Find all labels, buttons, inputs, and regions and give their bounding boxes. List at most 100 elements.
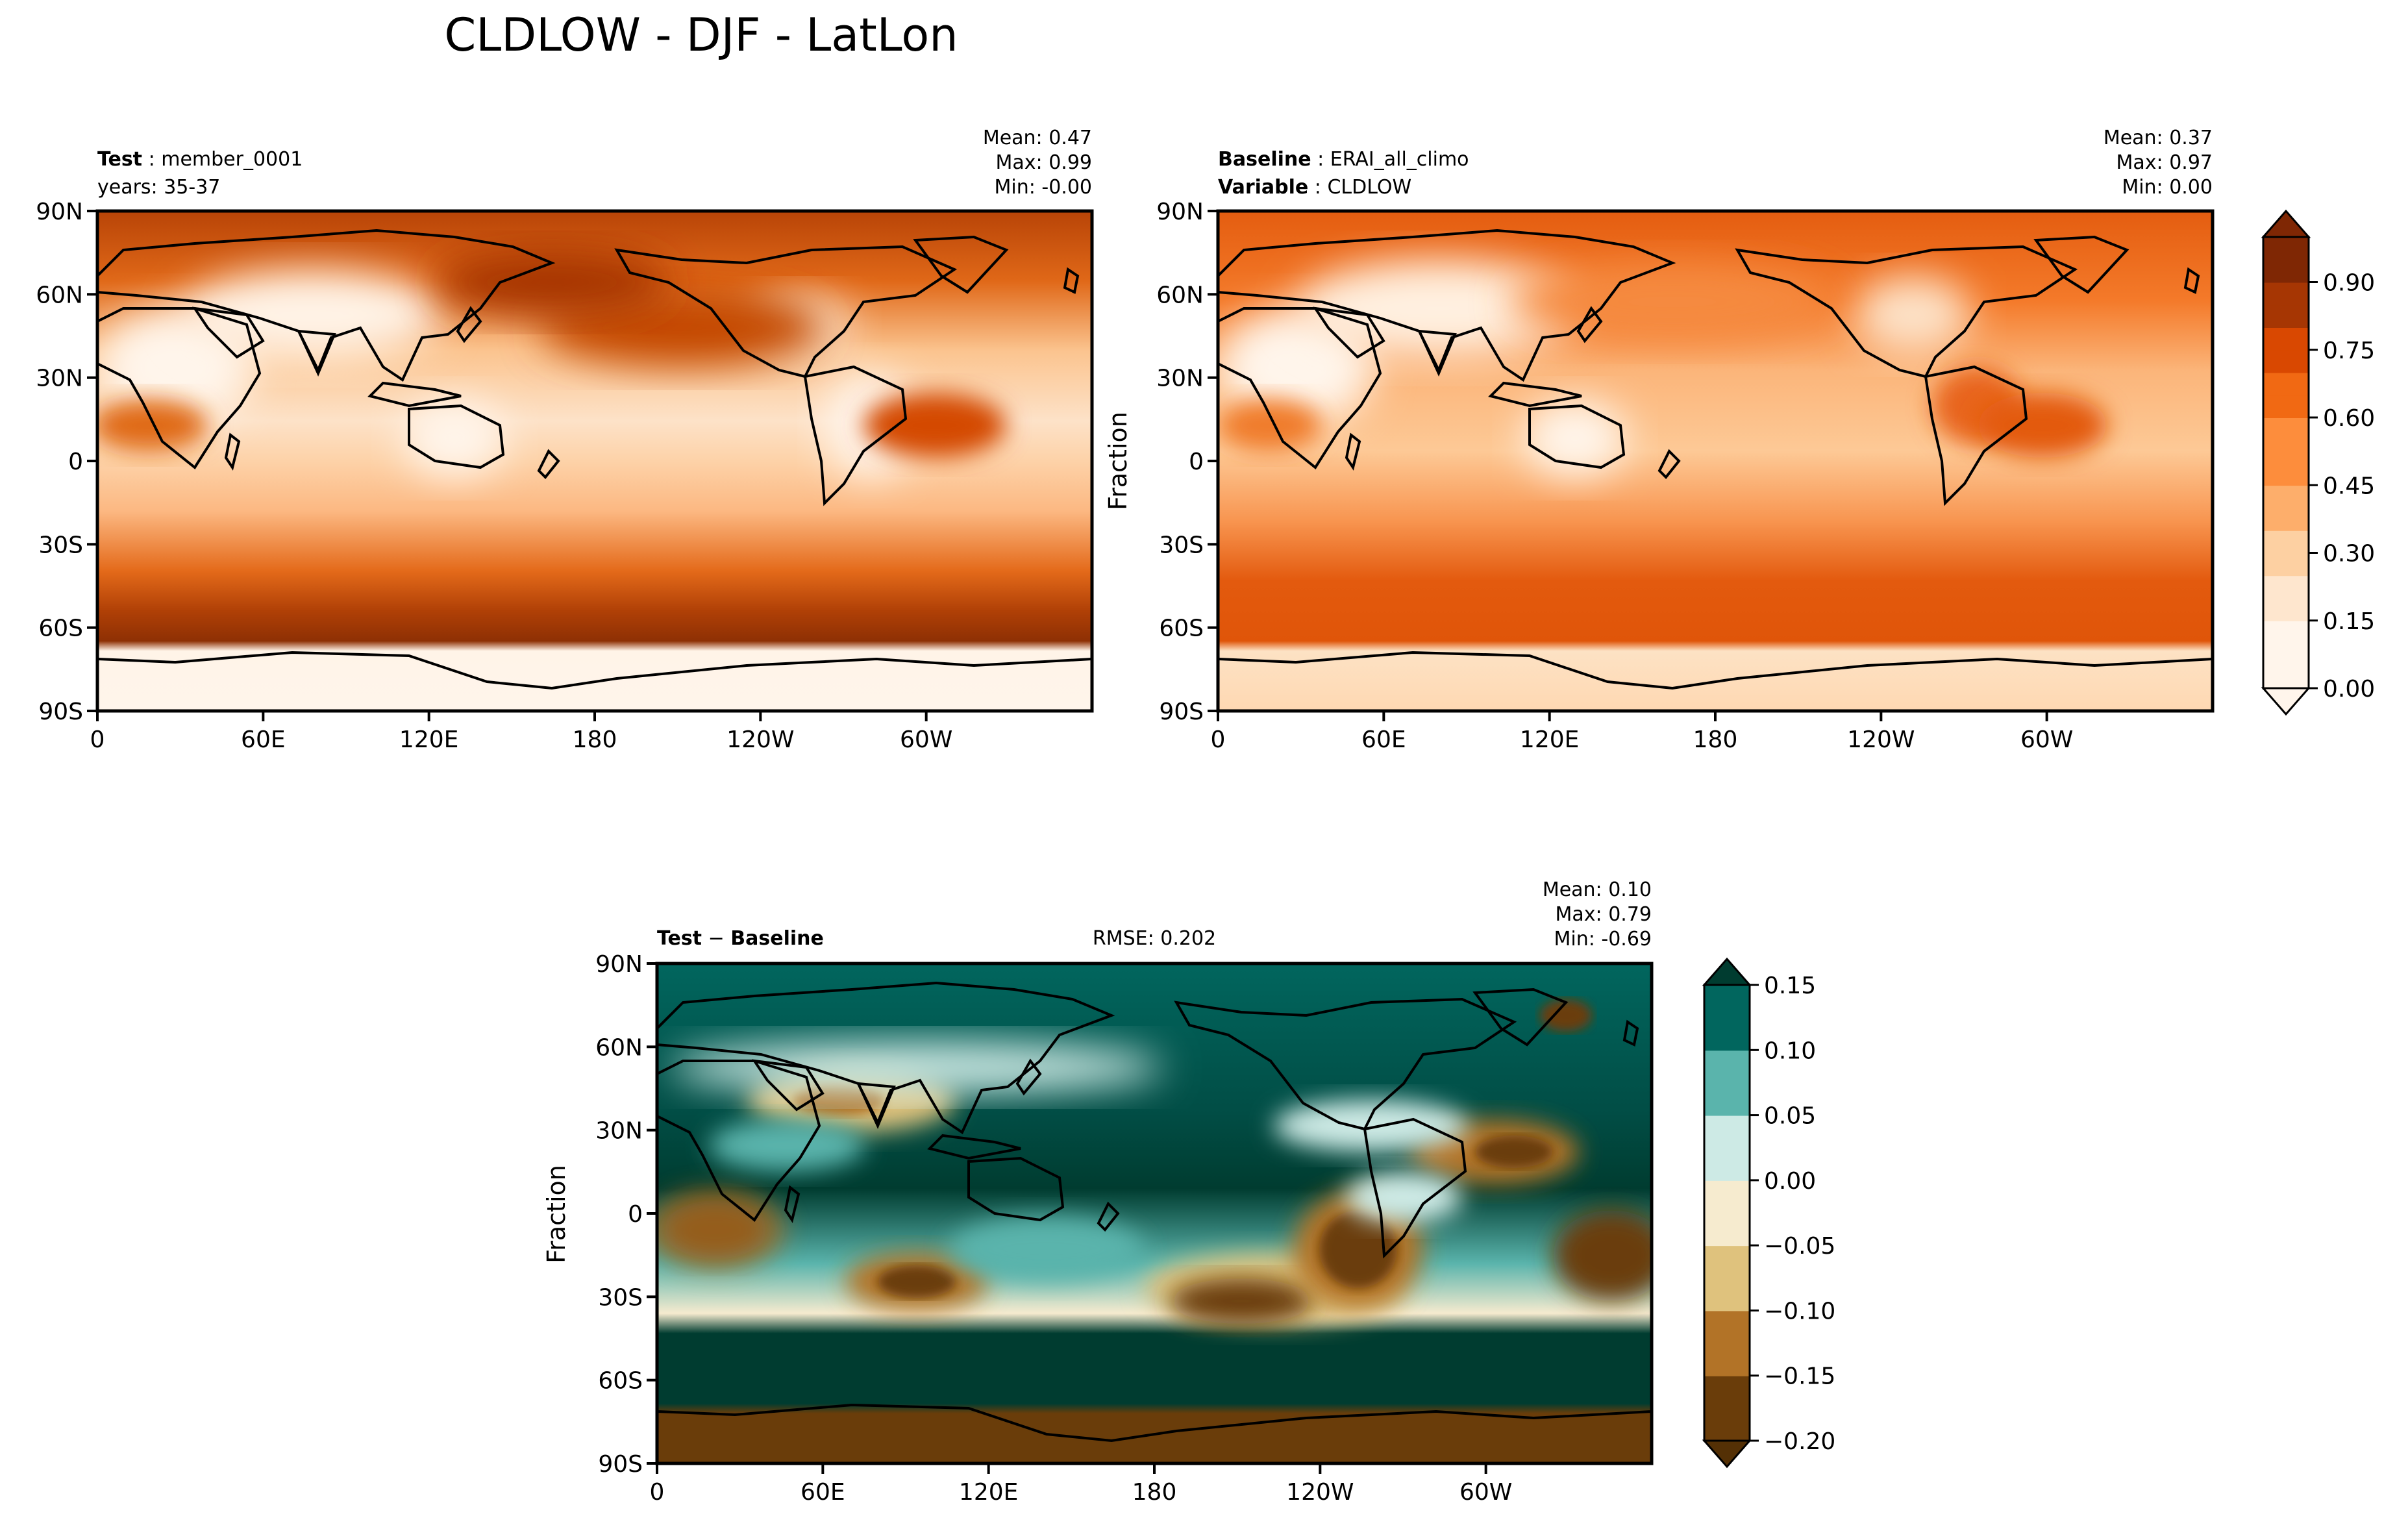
test-years: years: 35-37 <box>97 176 220 199</box>
main-colorbar-tick-label: 0.30 <box>2323 541 2375 567</box>
diff-field <box>657 963 1652 1463</box>
diff-colorbar: −0.20 −0.15 −0.10 −0.05 0.00 0.05 0.10 0.15 <box>1702 957 1835 1469</box>
baseline-lat-tick-label: 30N <box>1156 366 1204 392</box>
main-colorbar-tick-label: 0.00 <box>2323 676 2375 702</box>
main-colorbar-tick-label: 0.60 <box>2323 405 2375 432</box>
diff-max: Max: 0.79 <box>1556 903 1652 926</box>
baseline-lon-tick-label: 60W <box>2020 727 2073 753</box>
test-lat-tick-label: 60S <box>38 615 83 642</box>
test-label: Test : member_0001 <box>97 148 303 171</box>
baseline-ylabel: Fraction <box>1104 412 1132 510</box>
main-colorbar-swatch <box>2263 259 2309 283</box>
diff-colorbar-tick-label: 0.15 <box>1764 973 1816 999</box>
diff-colorbar-tick-label: −0.05 <box>1764 1233 1835 1260</box>
diff-lon-tick-label: 180 <box>1132 1479 1177 1506</box>
diff-lat-ticks: 90N 60N 30N 0 30S 60S 90S <box>595 951 657 1478</box>
test-lat-tick-label: 60N <box>36 282 83 308</box>
diff-lon-tick-label: 60E <box>801 1479 845 1506</box>
test-lon-tick-label: 120W <box>726 727 794 753</box>
main-colorbar-tick-label: 0.75 <box>2323 338 2375 364</box>
main-colorbar-swatch <box>2263 349 2309 373</box>
main-colorbar-tick-label: 0.15 <box>2323 608 2375 635</box>
diff-colorbar-swatch <box>1704 1310 1750 1376</box>
diff-colorbar-tick-label: −0.20 <box>1764 1428 1835 1455</box>
diff-lat-tick-label: 0 <box>628 1201 643 1228</box>
baseline-lon-tick-label: 120W <box>1847 727 1915 753</box>
diff-colorbar-tick-label: 0.00 <box>1764 1168 1816 1195</box>
figure-title: CLDLOW - DJF - LatLon <box>444 8 958 62</box>
main-colorbar-swatch <box>2263 643 2309 667</box>
test-lat-tick-label: 90S <box>38 699 83 725</box>
baseline-lat-tick-label: 30S <box>1159 532 1204 558</box>
diff-lat-tick-label: 90N <box>595 951 643 978</box>
main-colorbar-swatch <box>2263 417 2309 441</box>
baseline-lon-ticks: 0 60E 120E 180 120W 60W <box>1211 711 2073 753</box>
diff-lat-tick-label: 30S <box>598 1284 643 1311</box>
main-colorbar-swatch <box>2263 462 2309 486</box>
diff-colorbar-tick-label: 0.05 <box>1764 1103 1816 1130</box>
diff-lon-tick-label: 0 <box>650 1479 665 1506</box>
test-panel: Test : member_0001 years: 35-37 Mean: 0.… <box>36 127 1094 753</box>
test-lat-tick-label: 90N <box>36 199 83 225</box>
main-colorbar-swatch <box>2263 237 2309 260</box>
main-colorbar-extend-max <box>2261 209 2311 238</box>
baseline-lat-ticks: 90N 60N 30N 0 30S 60S 90S <box>1156 199 1218 725</box>
diff-colorbar-tick-label: 0.10 <box>1764 1038 1816 1064</box>
main-colorbar-swatch <box>2263 440 2309 464</box>
baseline-max: Max: 0.97 <box>2116 151 2213 174</box>
diff-colorbar-frame <box>1703 984 1751 1442</box>
test-lon-tick-label: 60E <box>241 727 286 753</box>
diff-lon-tick-label: 120W <box>1286 1479 1354 1506</box>
main-colorbar-swatch <box>2263 620 2309 644</box>
test-lon-tick-label: 120E <box>399 727 458 753</box>
main-colorbar-swatch <box>2263 508 2309 531</box>
baseline-lon-tick-label: 120E <box>1520 727 1579 753</box>
main-colorbar-swatch <box>2263 665 2309 689</box>
baseline-label: Baseline : ERAI_all_climo <box>1218 148 1469 171</box>
main-colorbar-swatch <box>2263 282 2309 306</box>
test-lon-ticks: 0 60E 120E 180 120W 60W <box>90 711 952 753</box>
diff-lat-tick-label: 60S <box>598 1368 643 1395</box>
main-colorbar-swatch <box>2263 305 2309 328</box>
main-colorbar-swatch <box>2263 553 2309 577</box>
baseline-lon-tick-label: 180 <box>1693 727 1738 753</box>
baseline-variable: Variable : CLDLOW <box>1218 176 1411 199</box>
test-min: Min: -0.00 <box>995 176 1093 199</box>
test-mean: Mean: 0.47 <box>983 127 1092 149</box>
test-lat-ticks: 90N 60N 30N 0 30S 60S 90S <box>36 199 97 725</box>
diff-colorbar-swatch <box>1704 1245 1750 1311</box>
baseline-lon-tick-label: 60E <box>1361 727 1406 753</box>
test-lat-tick-label: 30S <box>38 532 83 558</box>
diff-lon-ticks: 0 60E 120E 180 120W 60W <box>650 1463 1512 1506</box>
diff-panel: Test − Baseline RMSE: 0.202 Mean: 0.10 M… <box>542 878 1654 1506</box>
baseline-mean: Mean: 0.37 <box>2104 127 2213 149</box>
main-colorbar-swatch <box>2263 327 2309 351</box>
diff-colorbar-swatch <box>1704 985 1750 1051</box>
diff-colorbar-swatch <box>1704 1375 1750 1441</box>
test-lon-tick-label: 0 <box>90 727 105 753</box>
main-colorbar-frame <box>2262 236 2310 690</box>
main-colorbar-tick-label: 0.90 <box>2323 270 2375 297</box>
main-colorbar-extend-min <box>2261 687 2311 716</box>
diff-rmse: RMSE: 0.202 <box>1093 927 1216 950</box>
diff-lon-tick-label: 120E <box>959 1479 1018 1506</box>
diff-ylabel: Fraction <box>542 1165 571 1263</box>
test-lon-tick-label: 60W <box>900 727 952 753</box>
main-colorbar-swatch <box>2263 372 2309 396</box>
diff-colorbar-extend-max <box>1702 957 1752 986</box>
baseline-lat-tick-label: 90N <box>1156 199 1204 225</box>
baseline-panel: Baseline : ERAI_all_climo Variable : CLD… <box>1104 127 2215 753</box>
baseline-lat-tick-label: 60S <box>1159 615 1204 642</box>
main-colorbar-swatch <box>2263 485 2309 508</box>
diff-colorbar-swatch <box>1704 1115 1750 1181</box>
baseline-lat-tick-label: 0 <box>1189 449 1204 475</box>
diff-min: Min: -0.69 <box>1554 928 1652 951</box>
diff-lon-tick-label: 60W <box>1459 1479 1512 1506</box>
main-colorbar: 0.00 0.15 0.30 0.45 0.60 0.75 0.90 <box>2261 209 2375 716</box>
test-lon-tick-label: 180 <box>573 727 617 753</box>
diff-lat-tick-label: 30N <box>595 1118 643 1145</box>
diff-mean: Mean: 0.10 <box>1543 878 1652 901</box>
diff-lat-tick-label: 90S <box>598 1451 643 1478</box>
diff-colorbar-tick-label: −0.15 <box>1764 1363 1835 1390</box>
